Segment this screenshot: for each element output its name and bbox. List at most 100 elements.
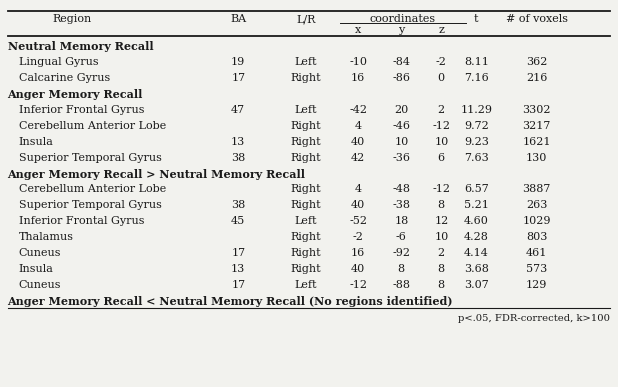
Text: coordinates: coordinates [370,14,436,24]
Text: -12: -12 [432,121,451,131]
Text: 45: 45 [231,216,245,226]
Text: Insula: Insula [19,264,54,274]
Text: Calcarine Gyrus: Calcarine Gyrus [19,73,110,83]
Text: Region: Region [53,14,91,24]
Text: Left: Left [295,216,317,226]
Text: 17: 17 [231,73,245,83]
Text: Superior Temporal Gyrus: Superior Temporal Gyrus [19,153,161,163]
Text: 11.29: 11.29 [460,105,493,115]
Text: 5.21: 5.21 [464,200,489,211]
Text: -86: -86 [392,73,410,83]
Text: 38: 38 [231,200,245,211]
Text: Right: Right [290,232,321,242]
Text: 3887: 3887 [522,185,551,195]
Text: -38: -38 [392,200,410,211]
Text: 216: 216 [526,73,548,83]
Text: -2: -2 [353,232,363,242]
Text: -84: -84 [392,57,410,67]
Text: Cerebellum Anterior Lobe: Cerebellum Anterior Lobe [19,185,166,195]
Text: 13: 13 [231,137,245,147]
Text: t: t [474,14,478,24]
Text: -2: -2 [436,57,447,67]
Text: 17: 17 [231,248,245,258]
Text: 129: 129 [526,280,548,290]
Text: 10: 10 [394,137,408,147]
Text: Left: Left [295,105,317,115]
Text: 461: 461 [526,248,548,258]
Text: Right: Right [290,248,321,258]
Text: y: y [398,25,404,35]
Text: L/R: L/R [296,14,316,24]
Text: 3217: 3217 [522,121,551,131]
Text: 573: 573 [526,264,548,274]
Text: Right: Right [290,200,321,211]
Text: 3.68: 3.68 [464,264,489,274]
Text: Cuneus: Cuneus [19,248,61,258]
Text: -36: -36 [392,153,410,163]
Text: Left: Left [295,57,317,67]
Text: 20: 20 [394,105,408,115]
Text: 0: 0 [438,73,445,83]
Text: Left: Left [295,280,317,290]
Text: 8: 8 [438,280,445,290]
Text: 13: 13 [231,264,245,274]
Text: 2: 2 [438,105,445,115]
Text: 3.07: 3.07 [464,280,489,290]
Text: 42: 42 [351,153,365,163]
Text: Superior Temporal Gyrus: Superior Temporal Gyrus [19,200,161,211]
Text: 18: 18 [394,216,408,226]
Text: 4: 4 [355,185,362,195]
Text: -12: -12 [349,280,367,290]
Text: Cuneus: Cuneus [19,280,61,290]
Text: 40: 40 [351,137,365,147]
Text: 7.16: 7.16 [464,73,489,83]
Text: 4.14: 4.14 [464,248,489,258]
Text: Anger Memory Recall > Neutral Memory Recall: Anger Memory Recall > Neutral Memory Rec… [7,169,305,180]
Text: z: z [438,25,444,35]
Text: 362: 362 [526,57,548,67]
Text: Anger Memory Recall: Anger Memory Recall [7,89,143,100]
Text: Right: Right [290,264,321,274]
Text: -46: -46 [392,121,410,131]
Text: 8: 8 [438,200,445,211]
Text: 10: 10 [434,137,449,147]
Text: 263: 263 [526,200,548,211]
Text: 803: 803 [526,232,548,242]
Text: -92: -92 [392,248,410,258]
Text: Anger Memory Recall < Neutral Memory Recall (No regions identified): Anger Memory Recall < Neutral Memory Rec… [7,296,453,307]
Text: -88: -88 [392,280,410,290]
Text: -48: -48 [392,185,410,195]
Text: 38: 38 [231,153,245,163]
Text: 9.72: 9.72 [464,121,489,131]
Text: -52: -52 [349,216,367,226]
Text: p<.05, FDR-corrected, k>100: p<.05, FDR-corrected, k>100 [459,313,611,322]
Text: 12: 12 [434,216,449,226]
Text: -10: -10 [349,57,367,67]
Text: -12: -12 [432,185,451,195]
Text: 9.23: 9.23 [464,137,489,147]
Text: Inferior Frontal Gyrus: Inferior Frontal Gyrus [19,216,144,226]
Text: Neutral Memory Recall: Neutral Memory Recall [7,41,153,53]
Text: 4: 4 [355,121,362,131]
Text: 4.28: 4.28 [464,232,489,242]
Text: -42: -42 [349,105,367,115]
Text: 16: 16 [351,73,365,83]
Text: 4.60: 4.60 [464,216,489,226]
Text: 1029: 1029 [522,216,551,226]
Text: -6: -6 [396,232,407,242]
Text: Inferior Frontal Gyrus: Inferior Frontal Gyrus [19,105,144,115]
Text: # of voxels: # of voxels [506,14,567,24]
Text: 10: 10 [434,232,449,242]
Text: 40: 40 [351,200,365,211]
Text: Lingual Gyrus: Lingual Gyrus [19,57,98,67]
Text: 19: 19 [231,57,245,67]
Text: 16: 16 [351,248,365,258]
Text: Right: Right [290,137,321,147]
Text: 130: 130 [526,153,548,163]
Text: 3302: 3302 [522,105,551,115]
Text: 40: 40 [351,264,365,274]
Text: 2: 2 [438,248,445,258]
Text: 6: 6 [438,153,445,163]
Text: Right: Right [290,121,321,131]
Text: Right: Right [290,185,321,195]
